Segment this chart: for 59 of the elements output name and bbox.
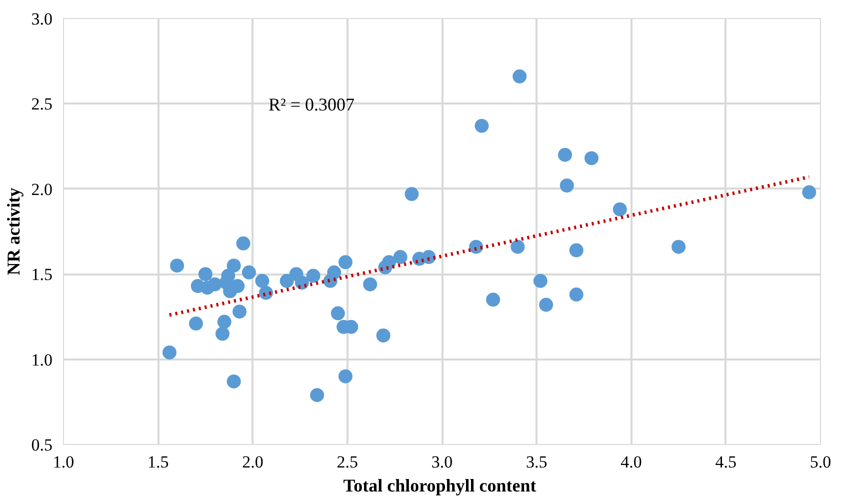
point [236,236,250,250]
x-tick-label: 3.5 [526,452,548,472]
annotation: R² = 0.3007 [268,94,355,114]
point [226,374,241,388]
point [802,185,816,200]
y-tick-label: 2.5 [31,94,52,114]
point [560,178,574,192]
point [672,240,686,254]
point [226,258,241,273]
point [569,243,584,258]
point [306,268,320,283]
point [230,279,245,294]
x-tick-label: 1.5 [148,452,169,472]
point [363,277,378,292]
y-tick-label: 3.0 [31,10,52,28]
point [539,298,554,312]
point [215,326,230,341]
point [255,274,270,288]
point [338,369,352,384]
point [612,202,627,216]
point [242,265,256,280]
y-tick-label: 0.5 [31,436,52,454]
y-tick-label: 1.5 [31,265,52,284]
point [376,328,390,342]
point [569,288,584,302]
x-tick-label: 2.5 [336,452,358,472]
x-tick-label: 3.0 [431,452,453,472]
x-tick-label: 4.5 [715,452,736,472]
x-tick-label: 5.0 [810,452,832,472]
point [198,267,212,282]
point [208,277,222,292]
y-axis-title: NR activity [3,188,24,276]
point [510,240,525,254]
point [327,265,342,280]
point [232,304,247,319]
point [533,274,548,288]
point [221,268,236,283]
x-axis-title: Total chlorophyll content [343,476,536,496]
point [162,345,176,360]
point [217,314,232,329]
point [170,258,184,273]
x-tick-label: 2.0 [242,452,264,472]
point [512,69,527,84]
point [310,388,324,402]
y-tick-label: 2.0 [31,180,52,199]
y-tick-label: 1.0 [31,350,52,370]
x-tick-label: 4.0 [620,452,642,472]
point [188,316,203,331]
point [382,255,396,270]
point [280,274,294,288]
point [486,292,500,307]
point [393,250,408,264]
point [474,118,489,133]
point [404,187,419,201]
point [584,151,599,166]
point [558,148,572,162]
x-tick-label: 1.0 [52,452,74,472]
point [330,306,345,320]
point [338,255,352,270]
